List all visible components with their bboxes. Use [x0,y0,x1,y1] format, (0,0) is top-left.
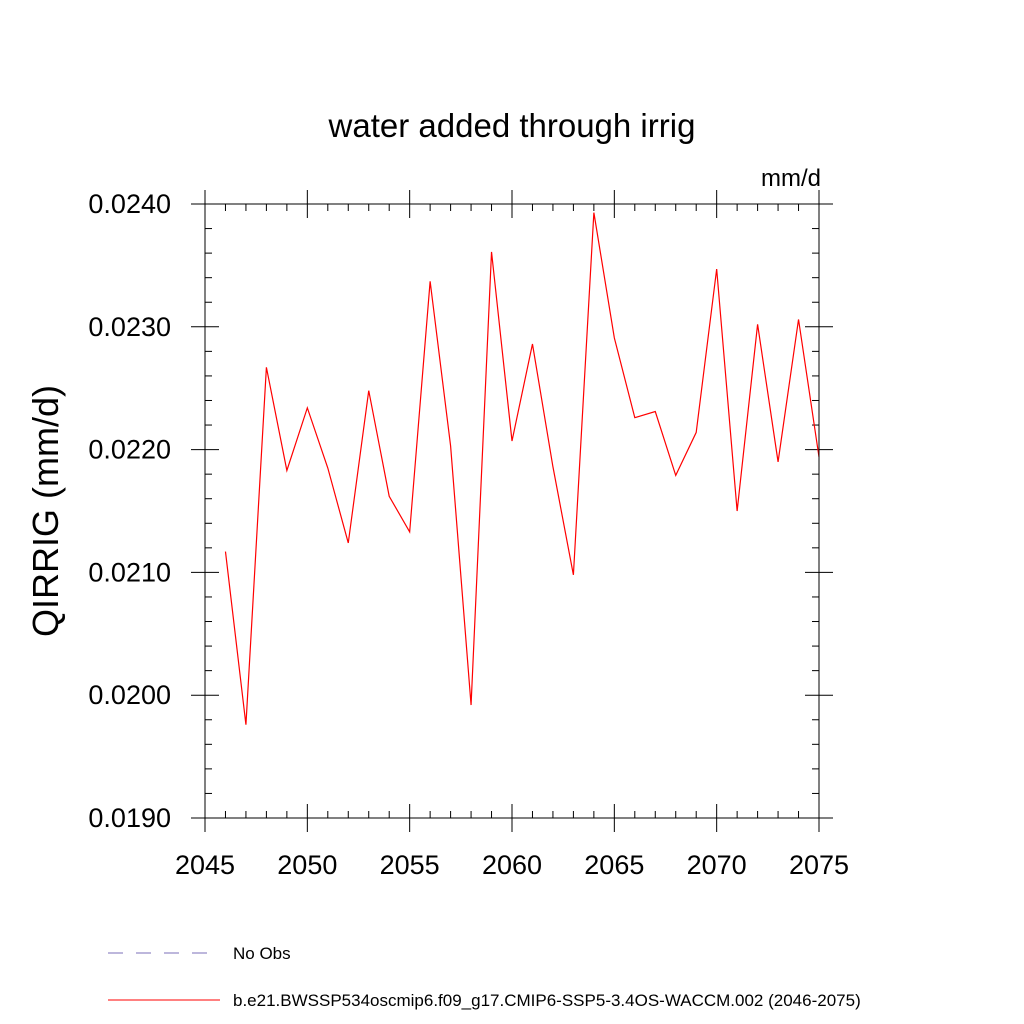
y-axis-label: QIRRIG (mm/d) [25,385,66,637]
y-tick-label: 0.0190 [88,803,171,833]
legend-label: b.e21.BWSSP534oscmip6.f09_g17.CMIP6-SSP5… [233,991,861,1010]
y-tick-label: 0.0230 [88,312,171,342]
y-tick-label: 0.0220 [88,435,171,465]
chart-title: water added through irrig [328,107,696,144]
legend: No Obs b.e21.BWSSP534oscmip6.f09_g17.CMIP… [108,944,861,1010]
x-tick-labels: 2045 2050 2055 2060 2065 2070 2075 [175,850,849,880]
series-line [224,212,820,725]
units-label: mm/d [761,165,821,192]
y-tick-label: 0.0240 [88,189,171,219]
x-tick-label: 2055 [380,850,440,880]
y-tick-label: 0.0200 [88,680,171,710]
legend-label: No Obs [233,944,291,963]
y-tick-labels: 0.0190 0.0200 0.0210 0.0220 0.0230 0.0240 [88,189,171,833]
y-tick-label: 0.0210 [88,557,171,587]
plot-frame [204,203,820,819]
x-tick-label: 2070 [687,850,747,880]
series-layer [224,212,820,725]
x-tick-label: 2045 [175,850,235,880]
x-tick-label: 2060 [482,850,542,880]
minor-ticks [205,204,819,818]
x-tick-label: 2050 [277,850,337,880]
x-tick-label: 2075 [789,850,849,880]
x-tick-label: 2065 [584,850,644,880]
